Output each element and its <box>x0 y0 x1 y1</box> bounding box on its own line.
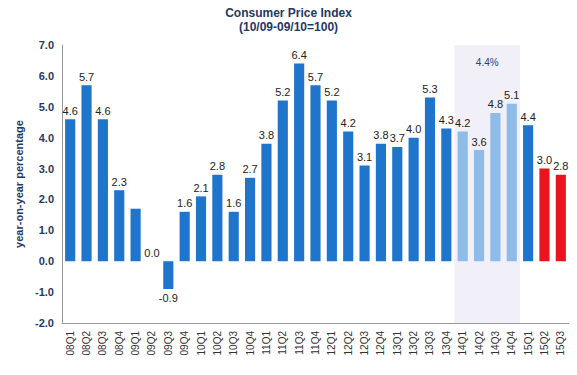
svg-text:08Q4: 08Q4 <box>114 331 125 356</box>
svg-text:11Q1: 11Q1 <box>261 331 272 355</box>
svg-text:15Q3: 15Q3 <box>555 331 566 356</box>
svg-text:2.7: 2.7 <box>242 163 257 175</box>
svg-text:3.0: 3.0 <box>537 154 552 166</box>
svg-text:4.4%: 4.4% <box>476 57 499 68</box>
svg-text:11Q3: 11Q3 <box>294 331 305 355</box>
svg-text:-2.0: -2.0 <box>35 317 54 329</box>
svg-text:2.8: 2.8 <box>210 160 225 172</box>
svg-text:12Q4: 12Q4 <box>375 331 386 356</box>
svg-text:5.3: 5.3 <box>422 83 437 95</box>
svg-text:12Q2: 12Q2 <box>343 331 354 356</box>
svg-text:4.0: 4.0 <box>39 132 54 144</box>
svg-text:2.3: 2.3 <box>112 176 127 188</box>
svg-text:11Q2: 11Q2 <box>277 331 288 355</box>
svg-text:08Q3: 08Q3 <box>97 331 108 356</box>
svg-text:0.0: 0.0 <box>144 247 159 259</box>
svg-text:10Q4: 10Q4 <box>245 331 256 356</box>
svg-text:3.0: 3.0 <box>39 163 54 175</box>
svg-text:year-on-year percentage: year-on-year percentage <box>13 120 25 248</box>
svg-text:-1.0: -1.0 <box>35 286 54 298</box>
svg-text:11Q4: 11Q4 <box>310 331 321 355</box>
svg-text:4.2: 4.2 <box>341 117 356 129</box>
svg-text:3.6: 3.6 <box>471 136 486 148</box>
svg-text:4.6: 4.6 <box>95 105 110 117</box>
svg-text:4.6: 4.6 <box>63 105 78 117</box>
svg-text:5.0: 5.0 <box>39 101 54 113</box>
svg-text:3.8: 3.8 <box>373 129 388 141</box>
svg-text:15Q2: 15Q2 <box>539 331 550 356</box>
svg-text:4.4: 4.4 <box>520 111 535 123</box>
svg-text:2.1: 2.1 <box>193 182 208 194</box>
svg-text:13Q1: 13Q1 <box>392 331 403 356</box>
svg-text:4.3: 4.3 <box>439 114 454 126</box>
svg-text:5.1: 5.1 <box>504 89 519 101</box>
svg-text:1.6: 1.6 <box>226 197 241 209</box>
svg-text:5.2: 5.2 <box>324 86 339 98</box>
svg-text:3.7: 3.7 <box>390 132 405 144</box>
svg-text:10Q2: 10Q2 <box>212 331 223 356</box>
svg-text:08Q1: 08Q1 <box>65 331 76 356</box>
svg-text:4.2: 4.2 <box>455 117 470 129</box>
svg-text:09Q3: 09Q3 <box>163 331 174 356</box>
svg-text:5.7: 5.7 <box>79 71 94 83</box>
svg-text:09Q2: 09Q2 <box>146 331 157 356</box>
svg-text:2.8: 2.8 <box>553 160 568 172</box>
svg-text:10Q3: 10Q3 <box>228 331 239 356</box>
svg-text:13Q4: 13Q4 <box>441 331 452 356</box>
svg-text:1.0: 1.0 <box>39 224 54 236</box>
svg-text:5.7: 5.7 <box>308 71 323 83</box>
svg-text:-0.9: -0.9 <box>159 292 178 304</box>
svg-text:3.1: 3.1 <box>357 151 372 163</box>
svg-text:6.4: 6.4 <box>291 49 306 61</box>
svg-text:08Q2: 08Q2 <box>81 331 92 356</box>
svg-text:12Q3: 12Q3 <box>359 331 370 356</box>
svg-text:15Q1: 15Q1 <box>523 331 534 356</box>
svg-text:(10/09-09/10=100): (10/09-09/10=100) <box>239 20 338 34</box>
svg-text:10Q1: 10Q1 <box>196 331 207 356</box>
svg-text:13Q2: 13Q2 <box>408 331 419 356</box>
svg-text:09Q1: 09Q1 <box>130 331 141 356</box>
svg-text:14Q1: 14Q1 <box>457 331 468 356</box>
svg-text:14Q4: 14Q4 <box>506 331 517 356</box>
svg-text:14Q2: 14Q2 <box>474 331 485 356</box>
svg-text:6.0: 6.0 <box>39 70 54 82</box>
svg-text:2.0: 2.0 <box>39 193 54 205</box>
svg-text:0.0: 0.0 <box>39 255 54 267</box>
svg-text:7.0: 7.0 <box>39 39 54 51</box>
svg-text:14Q3: 14Q3 <box>490 331 501 356</box>
svg-text:1.6: 1.6 <box>177 197 192 209</box>
svg-text:5.2: 5.2 <box>275 86 290 98</box>
svg-text:09Q4: 09Q4 <box>179 331 190 356</box>
svg-text:13Q3: 13Q3 <box>424 331 435 356</box>
svg-text:Consumer Price Index: Consumer Price Index <box>225 6 352 20</box>
svg-text:4.8: 4.8 <box>488 98 503 110</box>
svg-text:3.8: 3.8 <box>259 129 274 141</box>
svg-text:12Q1: 12Q1 <box>326 331 337 356</box>
svg-text:4.0: 4.0 <box>406 123 421 135</box>
